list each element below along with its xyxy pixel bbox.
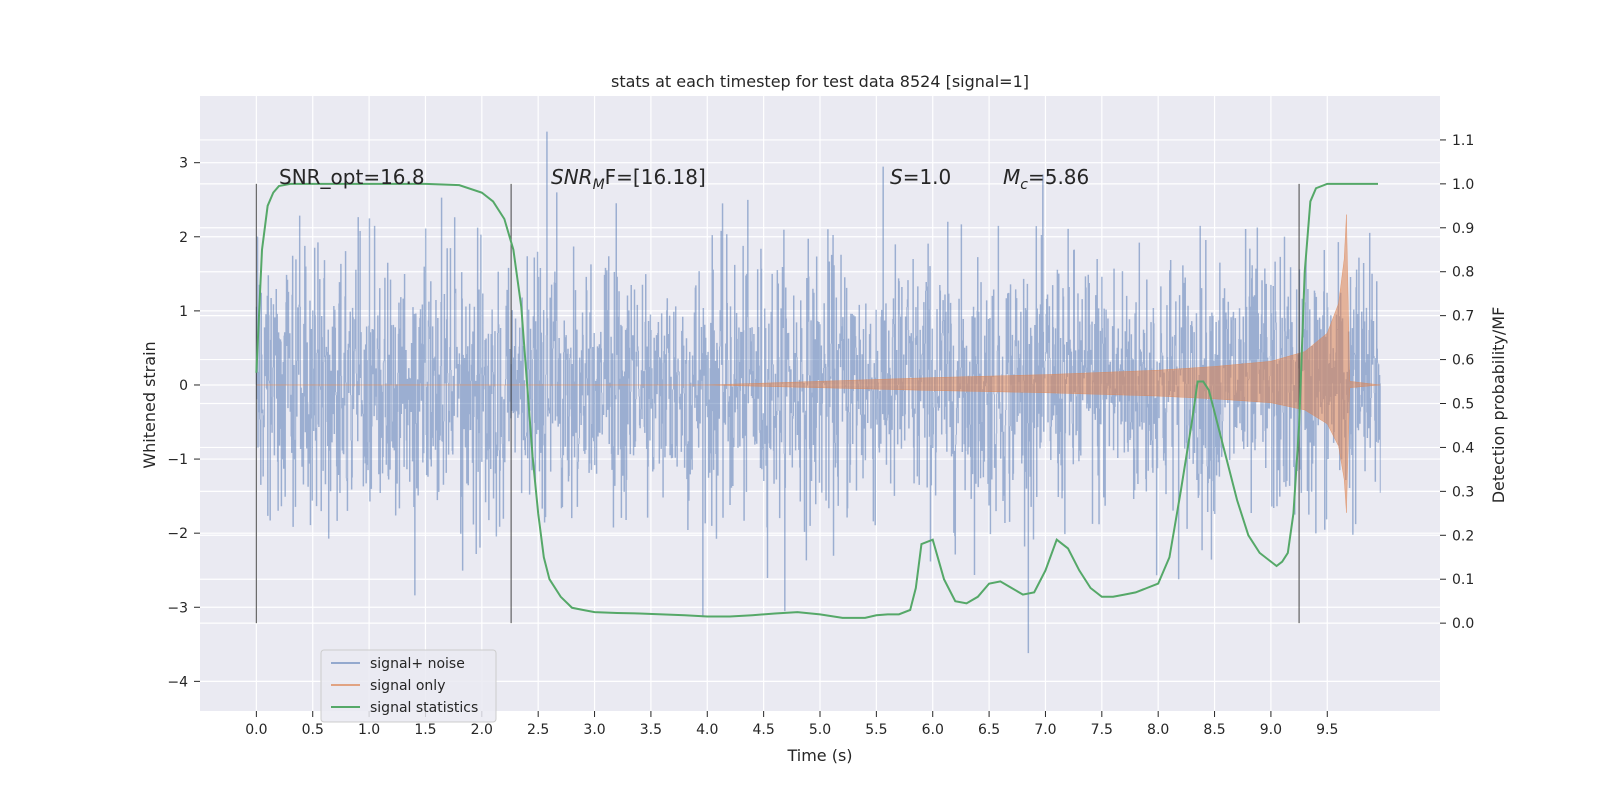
annotation-mc: Mc=5.86 <box>1003 165 1089 193</box>
legend: signal+ noise signal only signal statist… <box>320 649 497 723</box>
legend-box <box>320 649 497 723</box>
chart-title: stats at each timestep for test data 852… <box>611 72 1029 91</box>
series-signal-statistics <box>255 182 1378 619</box>
x-tick-label: 2.5 <box>527 722 549 738</box>
x-tick-label: 8.0 <box>1147 722 1169 738</box>
x-tick-label: 0.5 <box>302 722 324 738</box>
x-tick-label: 9.0 <box>1260 722 1282 738</box>
right-y-tick-label: 0.4 <box>1452 440 1474 456</box>
left-y-tick-label: −3 <box>167 600 188 616</box>
x-tick-label: 1.0 <box>358 722 380 738</box>
x-tick-label: 6.0 <box>922 722 944 738</box>
x-tick-label: 5.5 <box>865 722 887 738</box>
x-tick-label: 3.5 <box>640 722 662 738</box>
x-tick-label: 7.0 <box>1034 722 1056 738</box>
left-y-tick-label: −4 <box>167 674 188 690</box>
legend-label-signal-plus-noise: signal+ noise <box>370 656 465 672</box>
right-y-tick-label: 0.9 <box>1452 221 1474 237</box>
x-tick-label: 3.0 <box>583 722 605 738</box>
left-y-axis-ticks: 3 2 1 0 −1 −2 −3 −4 <box>167 156 200 690</box>
left-y-tick-label: −2 <box>167 526 188 542</box>
right-y-tick-label: 0.6 <box>1452 353 1474 369</box>
series-signal-only <box>256 214 1381 513</box>
x-tick-label: 2.0 <box>471 722 493 738</box>
x-tick-label: 0.0 <box>245 722 267 738</box>
legend-label-signal-only: signal only <box>370 678 445 694</box>
x-tick-label: 1.5 <box>414 722 436 738</box>
right-y-tick-label: 0.1 <box>1452 572 1474 588</box>
left-y-tick-label: 1 <box>179 304 188 320</box>
right-y-tick-label: 0.0 <box>1452 616 1474 632</box>
x-tick-label: 5.0 <box>809 722 831 738</box>
right-y-axis-ticks: 1.1 1.0 0.9 0.8 0.7 0.6 0.5 0.4 0.3 0.2 0.1 0.0 <box>1440 133 1474 632</box>
right-y-tick-label: 0.2 <box>1452 528 1474 544</box>
right-y-tick-label: 1.0 <box>1452 177 1474 193</box>
x-tick-label: 8.5 <box>1203 722 1225 738</box>
left-y-tick-label: 0 <box>179 378 188 394</box>
right-y-tick-label: 0.5 <box>1452 397 1474 413</box>
annotation-snr-opt: SNR_opt=16.8 <box>279 165 425 189</box>
left-y-tick-label: 3 <box>179 156 188 172</box>
left-y-tick-label: 2 <box>179 230 188 246</box>
annotation-s: S=1.0 <box>890 165 951 189</box>
x-tick-label: 9.5 <box>1316 722 1338 738</box>
annotation-snr-mf: SNRMF=[16.18] <box>551 165 706 193</box>
legend-label-signal-statistics: signal statistics <box>370 700 478 716</box>
right-y-tick-label: 0.7 <box>1452 309 1474 325</box>
x-axis-ticks: 0.0 0.5 1.0 1.5 2.0 2.5 3.0 3.5 4.0 4.5 5.0 5.5 6.0 6… <box>245 711 1338 738</box>
right-y-tick-label: 0.8 <box>1452 265 1474 281</box>
right-y-tick-label: 1.1 <box>1452 133 1474 149</box>
x-tick-label: 4.5 <box>753 722 775 738</box>
x-tick-label: 7.5 <box>1091 722 1113 738</box>
x-tick-label: 6.5 <box>978 722 1000 738</box>
left-y-tick-label: −1 <box>167 452 188 468</box>
right-y-tick-label: 0.3 <box>1452 484 1474 500</box>
x-axis-label: Time (s) <box>786 746 852 765</box>
right-y-axis-label: Detection probability/MF <box>1489 307 1508 504</box>
x-tick-label: 4.0 <box>696 722 718 738</box>
left-y-axis-label: Whitened strain <box>140 341 159 468</box>
